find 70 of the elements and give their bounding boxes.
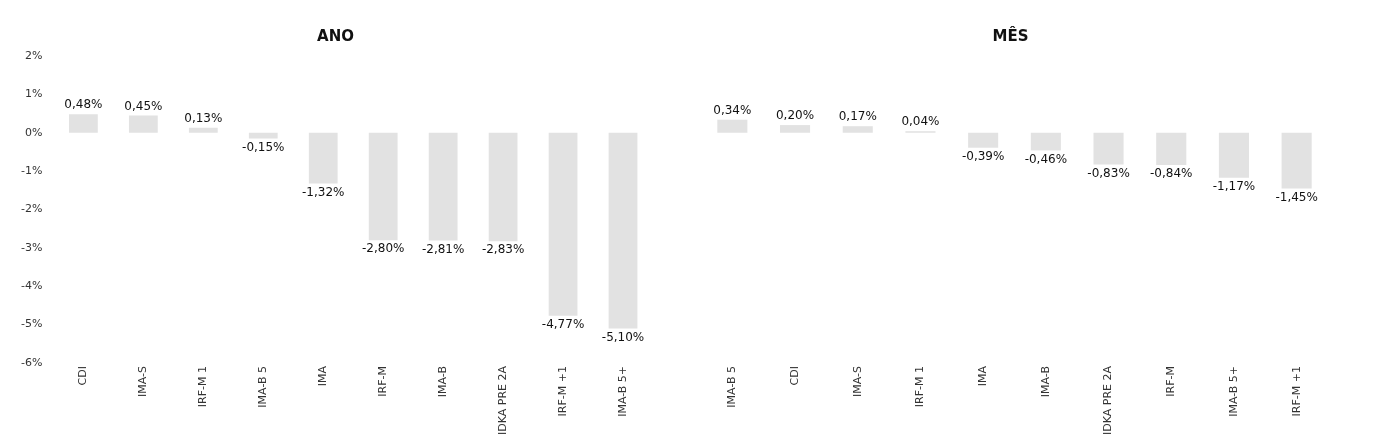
bar bbox=[428, 132, 458, 241]
y-tick-label: -3% bbox=[21, 240, 43, 254]
y-tick-label: -6% bbox=[21, 355, 43, 369]
bar bbox=[548, 132, 578, 316]
bar bbox=[488, 132, 518, 242]
x-tick-label: CDI bbox=[787, 366, 801, 386]
bar bbox=[1030, 132, 1061, 151]
bar bbox=[1218, 132, 1249, 178]
bar bbox=[69, 114, 98, 133]
bar bbox=[842, 126, 873, 133]
data-label: -0,15% bbox=[242, 139, 285, 154]
x-tick-label: CDI bbox=[76, 366, 90, 386]
data-label: -0,39% bbox=[961, 148, 1005, 163]
bar bbox=[308, 132, 338, 184]
y-tick-label: -5% bbox=[21, 317, 43, 331]
data-label: 0,13% bbox=[184, 110, 223, 125]
x-tick-label: IDKA PRE 2A bbox=[1101, 365, 1115, 436]
bar bbox=[368, 132, 398, 241]
y-tick-label: -4% bbox=[21, 279, 43, 293]
x-tick-label: IRF-M +1 bbox=[1289, 366, 1303, 417]
y-tick-label: 0% bbox=[24, 125, 43, 139]
data-label: -4,77% bbox=[541, 316, 585, 331]
bar bbox=[1093, 132, 1124, 165]
bar bbox=[128, 115, 158, 133]
data-label: 0,17% bbox=[838, 109, 877, 124]
data-label: -2,81% bbox=[421, 241, 465, 256]
x-tick-label: IMA-B 5+ bbox=[615, 366, 629, 417]
data-label: -1,45% bbox=[1275, 189, 1318, 204]
bar bbox=[248, 132, 278, 139]
x-tick-label: IRF-M +1 bbox=[555, 366, 569, 417]
x-tick-label: IMA-B 5 bbox=[725, 366, 739, 408]
x-tick-label: IMA-B 5+ bbox=[1226, 366, 1240, 417]
y-tick-label: -1% bbox=[21, 163, 43, 177]
y-tick-label: 1% bbox=[24, 87, 43, 101]
data-label: -0,84% bbox=[1150, 166, 1193, 181]
y-tick-label: 2% bbox=[24, 48, 43, 62]
x-tick-label: IDKA PRE 2A bbox=[495, 365, 509, 436]
x-tick-label: IRF-M bbox=[376, 366, 390, 397]
x-tick-label: IRF-M bbox=[1164, 366, 1178, 397]
data-label: -1,17% bbox=[1212, 178, 1256, 193]
bar bbox=[968, 132, 999, 148]
y-tick-label: -2% bbox=[21, 202, 43, 216]
data-label: 0,45% bbox=[124, 98, 163, 113]
bar bbox=[1156, 132, 1187, 165]
data-label: 0,48% bbox=[64, 97, 103, 112]
bar bbox=[188, 127, 218, 133]
data-label: -1,32% bbox=[302, 184, 345, 199]
bar bbox=[717, 119, 748, 133]
x-tick-label: IMA-B bbox=[436, 366, 450, 398]
data-label: 0,20% bbox=[775, 108, 815, 123]
x-tick-label: IMA-B bbox=[1038, 366, 1052, 398]
chart-title: MÊS bbox=[992, 25, 1029, 45]
chart-title: ANO bbox=[317, 26, 354, 45]
x-tick-label: IMA-S bbox=[136, 365, 150, 397]
x-tick-label: IMA-B 5 bbox=[256, 366, 270, 408]
x-tick-label: IMA-S bbox=[850, 365, 864, 397]
x-tick-label: IMA bbox=[976, 365, 990, 387]
data-label: -0,46% bbox=[1024, 151, 1068, 166]
data-label: -0,83% bbox=[1087, 165, 1130, 180]
bar bbox=[608, 132, 638, 329]
data-label: -2,80% bbox=[361, 241, 405, 256]
data-label: -2,83% bbox=[481, 242, 525, 257]
bar bbox=[1281, 132, 1312, 189]
data-label: -5,10% bbox=[601, 329, 645, 344]
data-label: 0,04% bbox=[901, 114, 940, 129]
x-tick-label: IRF-M 1 bbox=[196, 366, 210, 408]
data-label: 0,34% bbox=[713, 102, 752, 117]
x-tick-label: IMA bbox=[316, 365, 330, 387]
bar bbox=[780, 125, 811, 133]
x-tick-label: IRF-M 1 bbox=[913, 366, 927, 408]
